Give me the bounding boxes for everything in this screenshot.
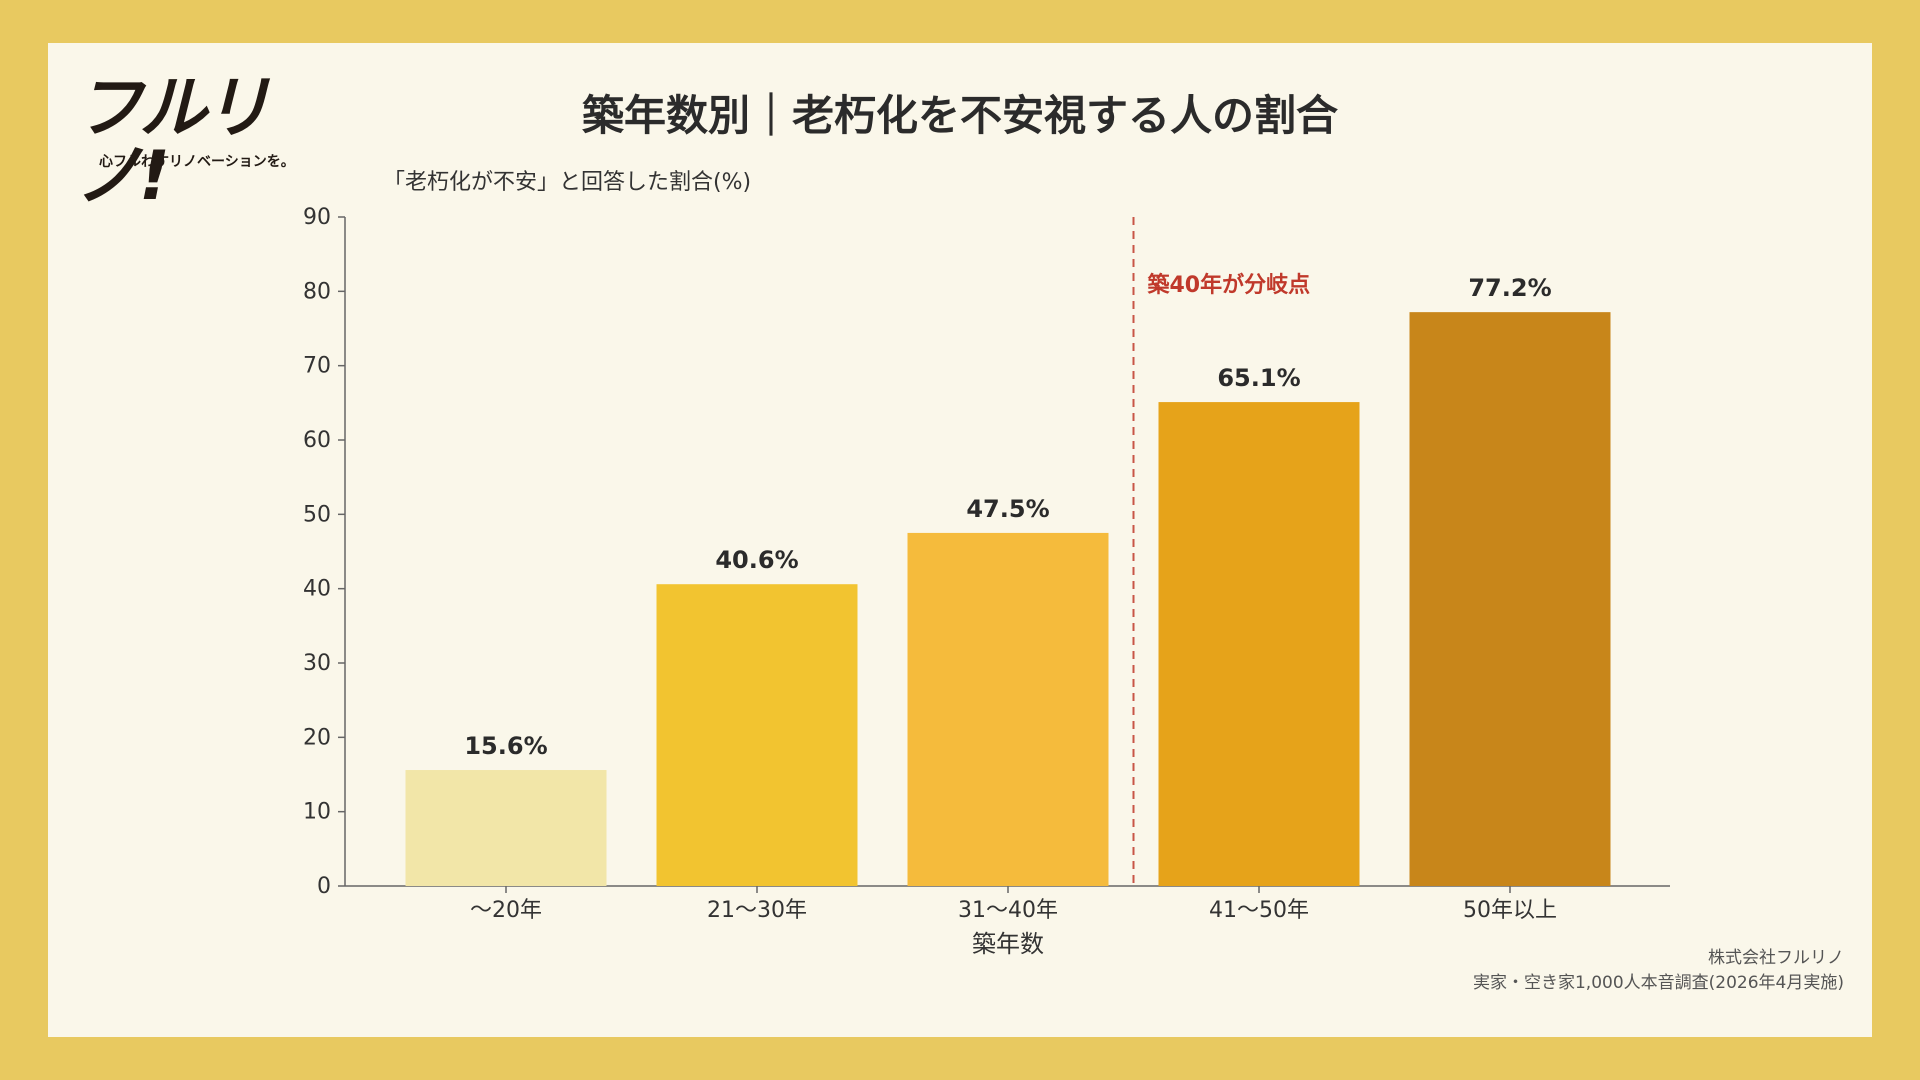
x-tick-label: 41〜50年	[1209, 898, 1309, 923]
x-tick-label: 21〜30年	[707, 898, 807, 923]
data-label: 15.6%	[464, 732, 547, 760]
bar	[656, 584, 858, 886]
y-tick-label: 50	[303, 502, 331, 527]
y-tick-label: 40	[303, 577, 331, 602]
logo-mark: フルリノ!	[75, 69, 271, 216]
chart-bars	[405, 312, 1611, 886]
annotation-label: 築40年が分岐点	[1147, 272, 1311, 298]
x-axis-label: 築年数	[972, 930, 1044, 958]
y-axis-label: 「老朽化が不安」と回答した割合(%)	[383, 170, 751, 195]
credit-block: 株式会社フルリノ 実家・空き家1,000人本音調査(2026年4月実施)	[1473, 946, 1844, 996]
y-tick-label: 60	[303, 428, 331, 453]
y-tick-label: 90	[303, 205, 331, 230]
chart-title: 築年数別｜老朽化を不安視する人の割合	[581, 91, 1338, 140]
x-tick-label: 50年以上	[1463, 898, 1557, 923]
x-tick-label: 31〜40年	[958, 898, 1058, 923]
data-label: 47.5%	[966, 495, 1049, 523]
credit-company: 株式会社フルリノ	[1708, 948, 1844, 968]
chart-axes: 0 10 20 30 40 50 60 70 80 90 「老朽化が不安」と回答した割合(%) 〜20…	[303, 170, 1670, 958]
data-label: 65.1%	[1217, 364, 1300, 392]
x-tick-label: 〜20年	[470, 898, 542, 923]
y-tick-label: 0	[317, 874, 331, 899]
y-tick-label: 80	[303, 279, 331, 304]
y-tick-label: 70	[303, 354, 331, 379]
y-tick-label: 10	[303, 800, 331, 825]
credit-survey: 実家・空き家1,000人本音調査(2026年4月実施)	[1472, 973, 1844, 993]
bar	[1409, 312, 1611, 886]
y-tick-label: 20	[303, 725, 331, 750]
bar	[907, 532, 1109, 886]
bar	[405, 770, 607, 886]
data-label: 40.6%	[715, 546, 798, 574]
brand-logo: フルリノ! 心フルわすリノベーションを。	[75, 75, 335, 211]
chart-labels: 15.6% 40.6% 47.5% 65.1% 77.2% 築40年が分岐点	[464, 217, 1552, 886]
logo-tagline: 心フルわすリノベーションを。	[99, 154, 295, 170]
data-label: 77.2%	[1468, 274, 1551, 302]
bar	[1158, 402, 1360, 886]
y-tick-label: 30	[303, 651, 331, 676]
